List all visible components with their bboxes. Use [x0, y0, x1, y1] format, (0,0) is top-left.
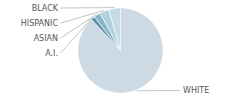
- svg-text:BLACK: BLACK: [32, 4, 59, 13]
- svg-text:WHITE: WHITE: [183, 86, 209, 95]
- svg-text:ASIAN: ASIAN: [34, 34, 58, 43]
- svg-text:HISPANIC: HISPANIC: [21, 19, 59, 28]
- svg-text:A.I.: A.I.: [45, 49, 58, 58]
